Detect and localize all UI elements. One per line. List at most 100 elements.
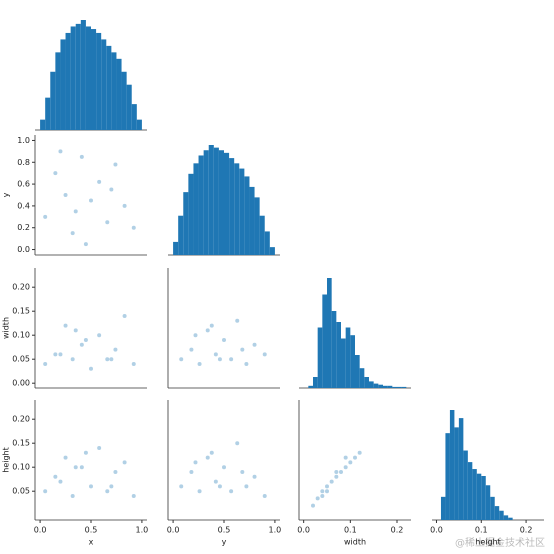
histogram-bar (463, 450, 468, 520)
scatter-point (122, 460, 127, 465)
scatter-point (79, 342, 84, 347)
histogram-bar (269, 247, 275, 255)
scatter-point (122, 203, 127, 208)
histogram-bar (369, 381, 374, 388)
scatter-point (240, 470, 245, 474)
y-tick-label: 1.0 (17, 136, 30, 145)
histogram-bar (218, 150, 224, 255)
x-tick-label: 0.1 (344, 526, 357, 535)
scatter-point (244, 362, 249, 366)
histogram-bar (239, 168, 245, 255)
histogram-bar (476, 473, 482, 520)
scatter-point (348, 460, 353, 465)
histogram-bar (445, 433, 450, 520)
x-tick-label: 0.0 (430, 526, 443, 535)
scatter-point (58, 352, 63, 357)
histogram-bar (60, 39, 66, 130)
scatter-point (315, 496, 320, 501)
y-tick-label: 0.15 (12, 307, 30, 316)
scatter-point (334, 474, 339, 479)
scatter-point (217, 484, 222, 489)
histogram-bar (173, 241, 179, 255)
scatter-point (229, 357, 234, 362)
scatter-point (109, 357, 114, 362)
scatter-point (113, 470, 118, 474)
scatter-point (229, 489, 234, 494)
y-axis-label: width (2, 317, 11, 339)
histogram-bar (85, 26, 91, 130)
scatter-point (131, 494, 136, 498)
histogram-bar (449, 410, 455, 520)
x-tick-label: 0.0 (297, 526, 310, 535)
scatter-point (58, 479, 63, 484)
watermark: @稀土掘金技术社区 (455, 536, 545, 549)
scatter-point (197, 362, 202, 366)
scatter-point (131, 362, 136, 366)
histogram-bar (244, 176, 250, 255)
histogram-bar (198, 155, 204, 255)
x-tick-label: 0.0 (167, 526, 180, 535)
scatter-point (89, 484, 93, 489)
scatter-point (252, 474, 257, 479)
scatter-point (97, 333, 102, 338)
x-tick-label: 0.1 (475, 526, 488, 535)
scatter-point (109, 484, 114, 489)
scatter-point (58, 149, 63, 154)
histogram-bar (116, 58, 122, 130)
scatter-point (53, 171, 58, 176)
histogram-bar (126, 84, 132, 130)
histogram-bar (213, 147, 219, 255)
scatter-point (353, 455, 357, 460)
y-tick-label: 0.00 (12, 379, 30, 388)
histogram-bar (485, 485, 491, 520)
scatter-point (235, 318, 240, 323)
x-tick-label: 0.2 (520, 526, 533, 535)
scatter-point (79, 465, 84, 470)
histogram-bar (490, 496, 495, 520)
x-tick-label: 1.0 (136, 526, 149, 535)
scatter-point (97, 179, 102, 184)
scatter-point (329, 479, 334, 484)
scatter-point (222, 338, 226, 342)
scatter-point (89, 366, 93, 371)
y-tick-label: 0.6 (17, 180, 30, 189)
scatter-point (189, 470, 194, 474)
histogram-bar (229, 158, 235, 255)
scatter-point (70, 357, 75, 362)
scatter-point (83, 450, 88, 455)
scatter-point (213, 352, 218, 357)
histogram-bar (458, 418, 464, 520)
histogram-bar (188, 173, 194, 255)
scatter-point (70, 231, 75, 236)
scatter-point (197, 489, 202, 494)
scatter-point (325, 489, 329, 494)
histogram-bar (183, 192, 189, 255)
scatter-point (205, 328, 210, 333)
scatter-point (109, 187, 114, 192)
y-tick-label: 0.8 (17, 158, 30, 167)
scatter-point (334, 470, 339, 474)
scatter-point (79, 154, 84, 159)
scatter-point (105, 357, 110, 362)
histogram-bar (313, 377, 318, 388)
y-tick-label: 0.0 (17, 245, 30, 254)
histogram-bar (383, 385, 388, 388)
y-tick-label: 0.2 (17, 223, 30, 232)
scatter-point (325, 484, 329, 489)
histogram-bar (345, 327, 351, 388)
histogram-bar (373, 383, 379, 388)
scatter-point (105, 220, 110, 225)
histogram-bar (331, 311, 337, 388)
histogram-bar (208, 145, 214, 255)
scatter-point (53, 474, 58, 479)
histogram-bar (508, 517, 513, 520)
y-tick-label: 0.20 (12, 283, 30, 292)
histogram-bar (341, 338, 346, 388)
scatter-point (70, 494, 75, 498)
y-tick-label: 0.05 (12, 487, 30, 496)
histogram-bar (327, 278, 332, 388)
scatter-point (240, 347, 245, 352)
histogram-bar (397, 386, 402, 388)
scatter-point (83, 242, 88, 247)
scatter-point (189, 347, 194, 352)
